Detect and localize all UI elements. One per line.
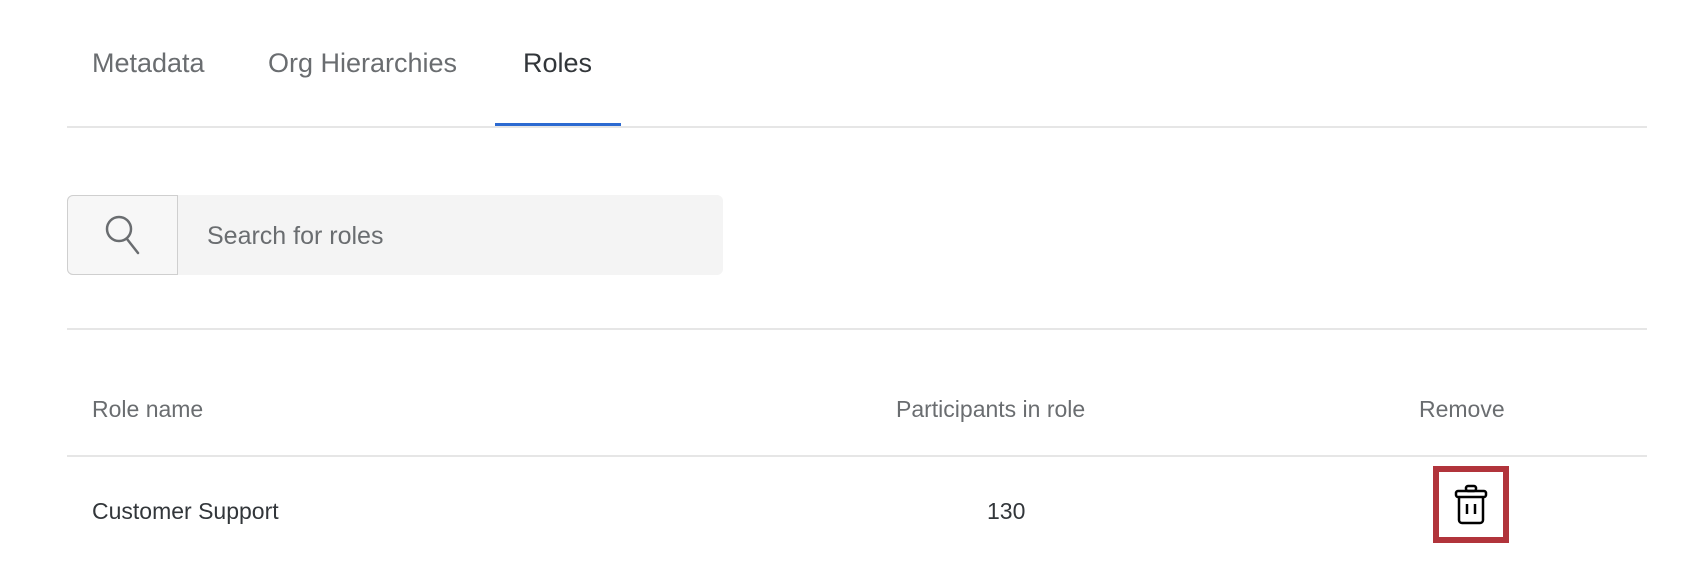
search-button[interactable] [67,195,178,275]
column-header-remove: Remove [1419,396,1505,422]
search-input[interactable] [179,195,739,277]
participants-cell: 130 [987,498,1026,524]
trash-icon [1454,484,1488,524]
tab-roles[interactable]: Roles [523,48,593,78]
search-box [67,195,739,277]
tab-org-hierarchies[interactable]: Org Hierarchies [268,48,458,78]
role-name-cell: Customer Support [92,498,279,524]
column-header-participants: Participants in role [896,396,1086,422]
search-icon [105,215,139,255]
tab-bar: Metadata Org Hierarchies Roles [67,0,1647,128]
remove-role-button[interactable] [1433,466,1509,543]
divider [67,328,1647,330]
active-tab-indicator [495,123,621,126]
header-divider [67,455,1647,457]
tab-metadata[interactable]: Metadata [92,48,205,78]
column-header-role-name: Role name [92,396,204,422]
